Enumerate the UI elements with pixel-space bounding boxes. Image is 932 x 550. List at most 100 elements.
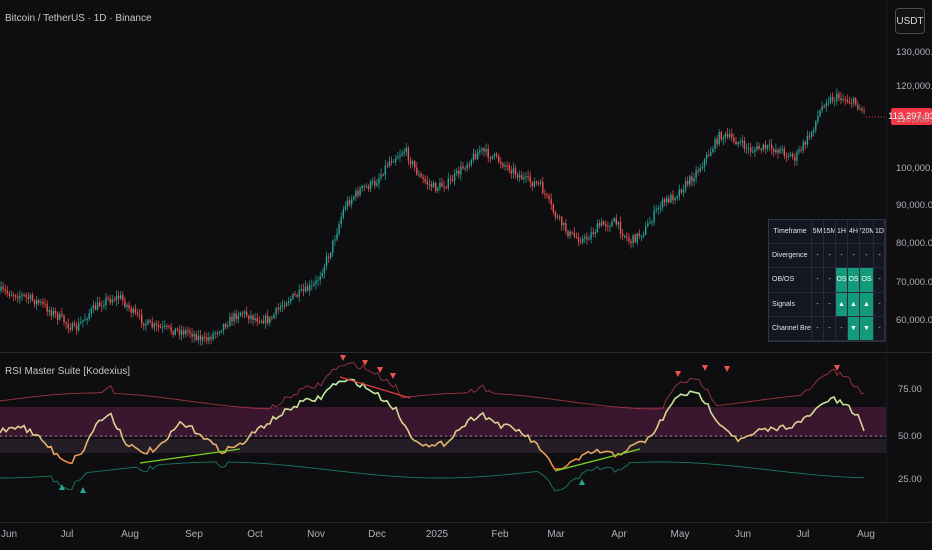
candle-body: [78, 323, 80, 331]
candle-body: [220, 330, 223, 332]
candle-body: [659, 207, 662, 209]
candle-body: [493, 154, 496, 157]
candle-body: [313, 284, 315, 286]
candle-body: [395, 158, 397, 162]
price-tick: 110,000.00: [896, 114, 932, 125]
candle-body: [185, 330, 187, 335]
candle-body: [50, 310, 53, 316]
buy-signal-icon: [59, 484, 65, 490]
candle-body: [193, 333, 195, 337]
candle-body: [386, 165, 389, 167]
table-cell: ▲: [848, 292, 860, 317]
bullish-divergence-line: [554, 448, 641, 472]
candle-body: [458, 170, 460, 175]
candle-body: [649, 222, 651, 224]
table-cell: ▼: [860, 316, 874, 341]
candle-body: [353, 196, 355, 200]
candle-body: [684, 180, 687, 190]
candle-body: [800, 149, 802, 151]
candle-body: [571, 232, 573, 234]
candle-body: [506, 165, 508, 167]
candle-body: [453, 173, 456, 182]
candle-body: [317, 279, 319, 281]
candle-body: [409, 160, 412, 165]
candle-body: [628, 237, 630, 242]
pane-divider[interactable]: [0, 352, 932, 353]
candle-body: [17, 296, 19, 299]
candle-body: [472, 153, 475, 161]
time-tick: Aug: [121, 529, 139, 540]
candle-body: [256, 318, 258, 322]
candle-body: [655, 209, 657, 211]
candle-body: [502, 163, 504, 167]
candle-body: [378, 177, 380, 184]
candle-body: [178, 329, 181, 335]
price-chart[interactable]: [0, 0, 886, 352]
candle-body: [157, 324, 160, 328]
candle-body: [624, 236, 626, 238]
candle-body: [621, 233, 624, 237]
candle-body: [338, 224, 340, 234]
candle-body: [27, 296, 29, 299]
candle-body: [768, 144, 771, 146]
candle-body: [779, 149, 781, 153]
rsi-tick: 75.00: [898, 384, 922, 395]
candle-body: [143, 323, 145, 326]
price-tick: 120,000.00: [896, 81, 932, 92]
candle-body: [745, 147, 748, 149]
candle-body: [512, 168, 515, 174]
candle-body: [508, 165, 510, 171]
candle-body: [33, 300, 36, 305]
candle-body: [372, 181, 374, 183]
candle-body: [309, 285, 311, 291]
candle-body: [367, 186, 370, 190]
candle-body: [498, 155, 500, 162]
candle-body: [288, 301, 290, 303]
candle-body: [500, 161, 502, 164]
candle-body: [569, 232, 571, 237]
candle-body: [579, 241, 582, 243]
candle-body: [552, 204, 554, 213]
mtf-table: Timeframe5M15M1H4H720M1DDivergence------…: [768, 219, 886, 342]
candle-body: [42, 301, 44, 304]
overbought-zone: [0, 407, 886, 437]
candle-body: [834, 100, 836, 102]
currency-button[interactable]: USDT: [895, 8, 925, 34]
candle-body: [815, 121, 817, 131]
candle-body: [84, 319, 86, 321]
candle-body: [48, 310, 50, 312]
candle-body: [657, 207, 659, 210]
candle-body: [117, 296, 120, 299]
rsi-chart[interactable]: [0, 353, 886, 521]
candle-body: [796, 151, 798, 161]
candle-body: [561, 216, 563, 226]
candle-body: [603, 221, 605, 225]
candle-body: [420, 174, 422, 178]
table-cell: -: [824, 292, 836, 317]
table-cell: -: [874, 244, 886, 269]
candle-body: [57, 313, 59, 320]
candle-body: [575, 236, 578, 238]
price-tick: 90,000.00: [896, 200, 932, 211]
candle-body: [44, 303, 46, 305]
candle-body: [617, 222, 620, 225]
candle-body: [38, 300, 40, 303]
candle-body: [327, 256, 330, 258]
candle-body: [739, 142, 741, 144]
candle-body: [798, 149, 800, 152]
candle-body: [271, 317, 273, 319]
sell-signal-icon: [377, 367, 383, 373]
candle-body: [145, 323, 147, 326]
candle-body: [697, 170, 699, 172]
symbol-title[interactable]: Bitcoin / TetherUS · 1D · Binance: [5, 13, 152, 24]
candle-body: [456, 170, 458, 174]
candle-body: [445, 187, 447, 189]
candle-body: [65, 322, 67, 324]
candle-body: [416, 167, 418, 175]
candle-body: [189, 331, 191, 334]
candle-body: [760, 149, 762, 151]
indicator-title[interactable]: RSI Master Suite [Kodexius]: [5, 366, 131, 377]
rsi-tick: 50.00: [898, 431, 922, 442]
candle-body: [598, 223, 601, 226]
